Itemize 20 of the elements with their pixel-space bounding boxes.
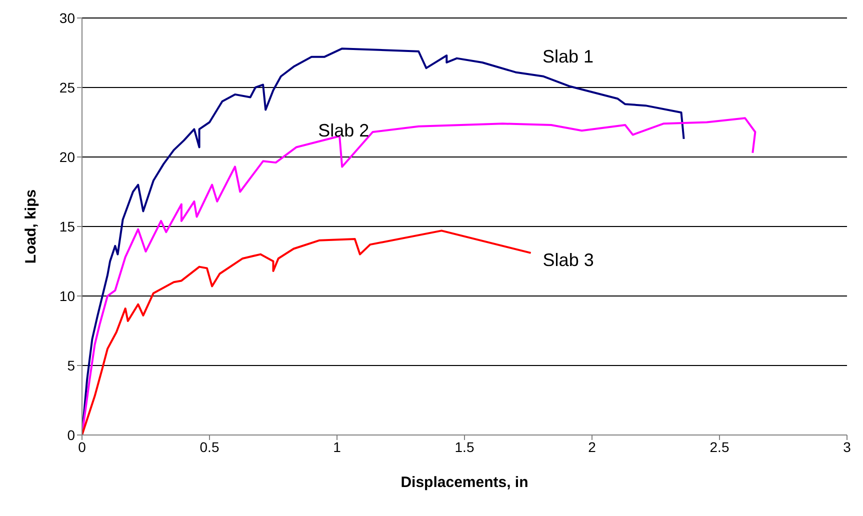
line-series bbox=[82, 230, 532, 435]
y-tick-label: 5 bbox=[67, 357, 76, 374]
x-axis-title: Displacements, in bbox=[400, 474, 528, 491]
series-label: Slab 2 bbox=[318, 120, 370, 141]
y-tick-label: 10 bbox=[59, 288, 76, 304]
x-tick-label: 0.5 bbox=[200, 438, 220, 455]
x-tick-label: 1 bbox=[333, 438, 342, 455]
x-tick-label: 1.5 bbox=[454, 438, 474, 455]
y-tick-label: 25 bbox=[59, 79, 76, 96]
y-tick-label: 20 bbox=[59, 148, 76, 165]
series-label: Slab 1 bbox=[542, 46, 594, 67]
y-axis-title: Load, kips bbox=[22, 189, 40, 264]
x-tick-label: 3 bbox=[843, 438, 852, 455]
y-tick-label: 15 bbox=[59, 218, 76, 234]
x-tick-label: 0 bbox=[78, 438, 86, 455]
y-tick-label: 30 bbox=[59, 10, 76, 26]
x-tick-label: 2.5 bbox=[710, 438, 730, 455]
series-label: Slab 3 bbox=[542, 250, 594, 270]
x-tick-label: 2 bbox=[588, 438, 596, 455]
y-tick-label: 0 bbox=[67, 426, 76, 443]
